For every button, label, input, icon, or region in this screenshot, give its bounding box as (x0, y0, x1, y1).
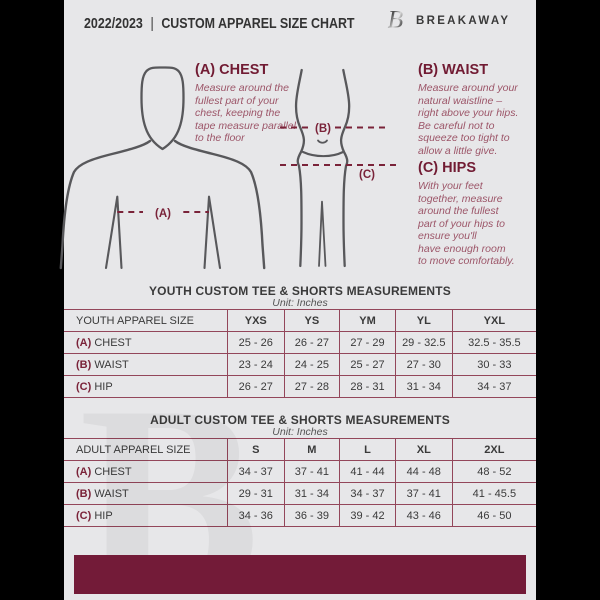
svg-text:(B): (B) (315, 123, 331, 135)
svg-text:B: B (388, 6, 403, 34)
svg-text:(A): (A) (155, 208, 171, 220)
svg-text:(C): (C) (359, 169, 375, 181)
